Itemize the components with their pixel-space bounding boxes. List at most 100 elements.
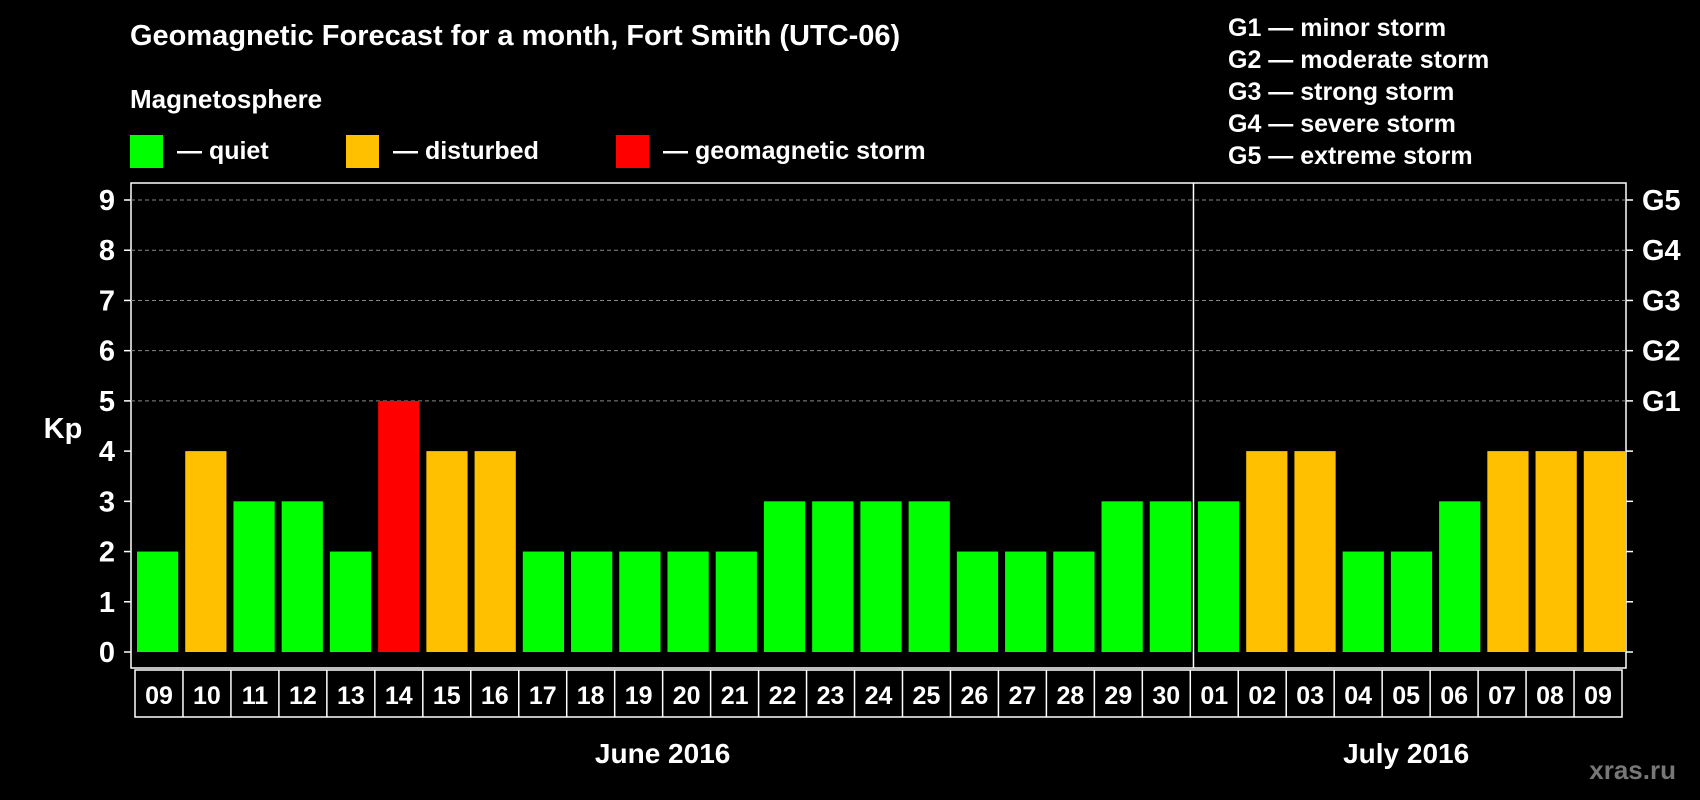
legend-item-storm: — geomagnetic storm xyxy=(616,134,926,168)
bar-23 xyxy=(1246,451,1288,652)
date-label-25: 04 xyxy=(1344,682,1372,710)
date-label-16: 25 xyxy=(913,682,941,710)
bar-3 xyxy=(281,501,323,652)
bar-4 xyxy=(329,551,372,652)
bar-24 xyxy=(1294,451,1336,652)
bar-25 xyxy=(1342,551,1384,652)
bar-21 xyxy=(1149,501,1191,652)
right-label-g4: G4 xyxy=(1642,235,1681,267)
date-label-22: 01 xyxy=(1200,682,1228,710)
date-label-9: 18 xyxy=(577,682,605,710)
date-label-30: 09 xyxy=(1584,682,1612,710)
date-label-10: 19 xyxy=(625,682,653,710)
date-label-3: 12 xyxy=(289,682,317,710)
date-strip xyxy=(134,669,1623,718)
date-label-28: 07 xyxy=(1488,682,1516,710)
bar-8 xyxy=(522,551,565,652)
date-label-18: 27 xyxy=(1008,682,1036,710)
y-axis-label: Kp xyxy=(44,413,83,445)
date-label-29: 08 xyxy=(1536,682,1564,710)
legend-item-quiet: — quiet xyxy=(130,134,269,168)
bar-17 xyxy=(956,551,999,652)
date-label-2: 11 xyxy=(242,682,269,710)
bar-13 xyxy=(763,501,806,652)
bar-28 xyxy=(1487,451,1529,652)
right-label-g3: G3 xyxy=(1642,285,1681,317)
bar-2 xyxy=(233,501,275,652)
y-tick-label-3: 3 xyxy=(99,486,115,518)
storm-scale-g2: G2 — moderate storm xyxy=(1228,46,1490,74)
bar-15 xyxy=(860,501,902,652)
storm-scale-legend: G1 — minor storm G2 — moderate storm G3 … xyxy=(1228,12,1489,172)
y-tick-label-1: 1 xyxy=(99,587,115,619)
bar-14 xyxy=(812,501,854,652)
date-label-1: 10 xyxy=(193,682,221,710)
storm-scale-g1: G1 — minor storm xyxy=(1228,14,1447,42)
bar-27 xyxy=(1439,501,1481,652)
y-tick-label-5: 5 xyxy=(99,386,115,418)
bar-9 xyxy=(571,551,613,652)
y-tick-label-8: 8 xyxy=(99,235,115,267)
date-label-0: 09 xyxy=(145,682,173,710)
date-label-7: 16 xyxy=(481,682,509,710)
y-tick-label-6: 6 xyxy=(99,336,115,368)
right-label-g1: G1 xyxy=(1642,386,1681,418)
bar-29 xyxy=(1535,451,1577,652)
bar-10 xyxy=(619,551,661,652)
bar-1 xyxy=(185,451,227,652)
y-tick-label-4: 4 xyxy=(99,436,115,468)
date-label-11: 20 xyxy=(673,682,701,710)
bar-12 xyxy=(715,551,757,652)
legend-swatch-storm xyxy=(616,134,649,168)
month-label-1: July 2016 xyxy=(1343,738,1469,769)
y-tick-label-0: 0 xyxy=(99,637,115,669)
y-tick-label-7: 7 xyxy=(99,285,115,317)
date-label-24: 03 xyxy=(1296,682,1324,710)
bar-30 xyxy=(1583,451,1625,652)
legend-swatch-disturbed xyxy=(346,134,379,168)
date-label-20: 29 xyxy=(1104,682,1132,710)
storm-scale-g5: G5 — extreme storm xyxy=(1228,142,1473,170)
bar-16 xyxy=(908,501,950,652)
bar-22 xyxy=(1197,501,1240,652)
date-label-15: 24 xyxy=(865,682,893,710)
legend-label-quiet: — quiet xyxy=(177,136,269,165)
chart-title: Geomagnetic Forecast for a month, Fort S… xyxy=(130,20,901,52)
legend-label-storm: — geomagnetic storm xyxy=(663,136,926,165)
right-label-g5: G5 xyxy=(1642,185,1681,217)
bar-5 xyxy=(378,400,420,652)
watermark: xras.ru xyxy=(1589,755,1676,785)
date-label-14: 23 xyxy=(817,682,845,710)
bar-6 xyxy=(426,451,468,652)
bar-18 xyxy=(1005,551,1047,652)
y-tick-label-9: 9 xyxy=(99,185,115,217)
legend-swatch-quiet xyxy=(130,134,163,168)
bar-11 xyxy=(667,551,709,652)
bar-19 xyxy=(1053,551,1095,652)
date-label-13: 22 xyxy=(769,682,797,710)
bar-20 xyxy=(1101,501,1143,652)
right-label-g2: G2 xyxy=(1642,336,1681,368)
date-label-23: 02 xyxy=(1248,682,1276,710)
bar-26 xyxy=(1390,551,1433,652)
legend-label-disturbed: — disturbed xyxy=(393,136,539,165)
date-label-17: 26 xyxy=(961,682,989,710)
date-label-8: 17 xyxy=(529,682,557,710)
chart-subtitle: Magnetosphere xyxy=(130,84,323,114)
date-label-5: 14 xyxy=(385,682,413,710)
storm-scale-g4: G4 — severe storm xyxy=(1228,110,1456,138)
date-label-4: 13 xyxy=(337,682,365,710)
y-tick-label-2: 2 xyxy=(99,537,115,569)
date-label-6: 15 xyxy=(433,682,461,710)
date-label-12: 21 xyxy=(721,682,749,710)
bar-7 xyxy=(474,451,516,652)
legend-item-disturbed: — disturbed xyxy=(346,134,539,168)
storm-scale-g3: G3 — strong storm xyxy=(1228,78,1455,106)
bar-0 xyxy=(137,551,179,652)
date-label-27: 06 xyxy=(1440,682,1468,710)
month-label-0: June 2016 xyxy=(595,738,730,769)
plot-frame xyxy=(130,182,1627,669)
date-label-21: 30 xyxy=(1152,682,1180,710)
date-label-19: 28 xyxy=(1056,682,1084,710)
